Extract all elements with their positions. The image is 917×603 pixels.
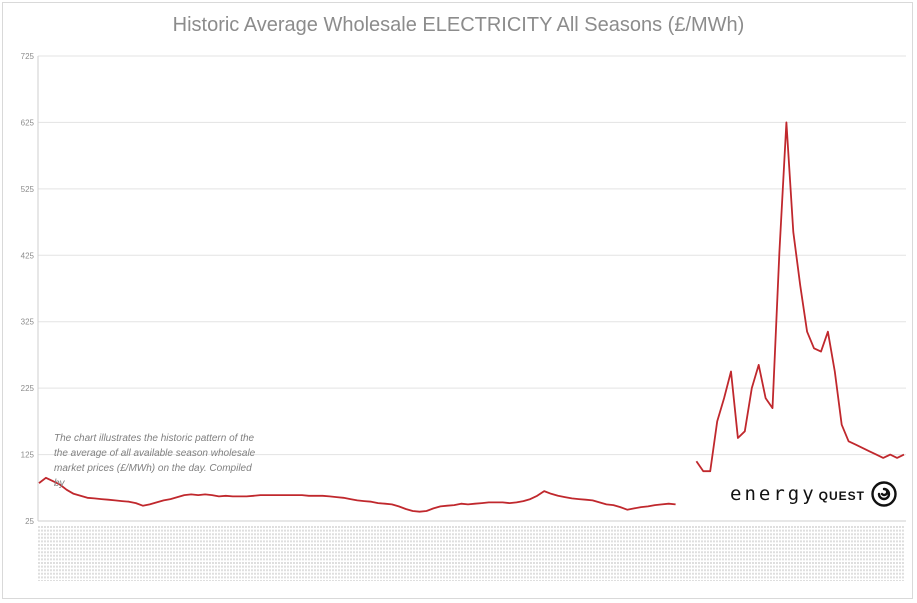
series-lines: [38, 121, 905, 513]
spiral-icon: [871, 481, 897, 507]
x-tick-labels: [38, 526, 904, 581]
gridlines: [37, 55, 906, 522]
logo-energy-text: energy: [730, 483, 817, 505]
logo-quest-text: QUEST: [818, 489, 865, 503]
y-tick-label: 725: [21, 52, 35, 61]
y-tick-label: 25: [25, 517, 34, 526]
series-line: [38, 476, 676, 513]
y-tick-labels: 25 125 225 325 425 525 625 725: [21, 52, 35, 526]
y-tick-label: 225: [21, 384, 35, 393]
y-tick-label: 525: [21, 185, 35, 194]
y-tick-label: 125: [21, 451, 35, 460]
series-line: [695, 121, 905, 473]
energyquest-logo: energy QUEST: [730, 481, 897, 507]
chart-title: Historic Average Wholesale ELECTRICITY A…: [172, 14, 745, 36]
y-tick-label: 425: [21, 251, 35, 260]
y-tick-label: 625: [21, 118, 35, 127]
chart-annotation: The chart illustrates the historic patte…: [54, 433, 256, 489]
y-tick-label: 325: [21, 318, 35, 327]
